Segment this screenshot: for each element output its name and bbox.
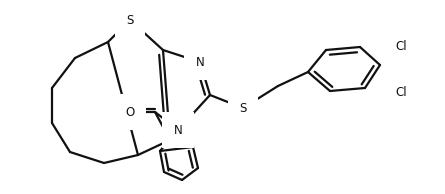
Text: Cl: Cl xyxy=(395,41,407,54)
Text: O: O xyxy=(125,106,135,119)
Text: N: N xyxy=(174,124,182,137)
Text: Cl: Cl xyxy=(395,86,407,99)
Text: N: N xyxy=(196,55,204,68)
Text: S: S xyxy=(239,101,247,114)
Text: S: S xyxy=(126,14,134,27)
